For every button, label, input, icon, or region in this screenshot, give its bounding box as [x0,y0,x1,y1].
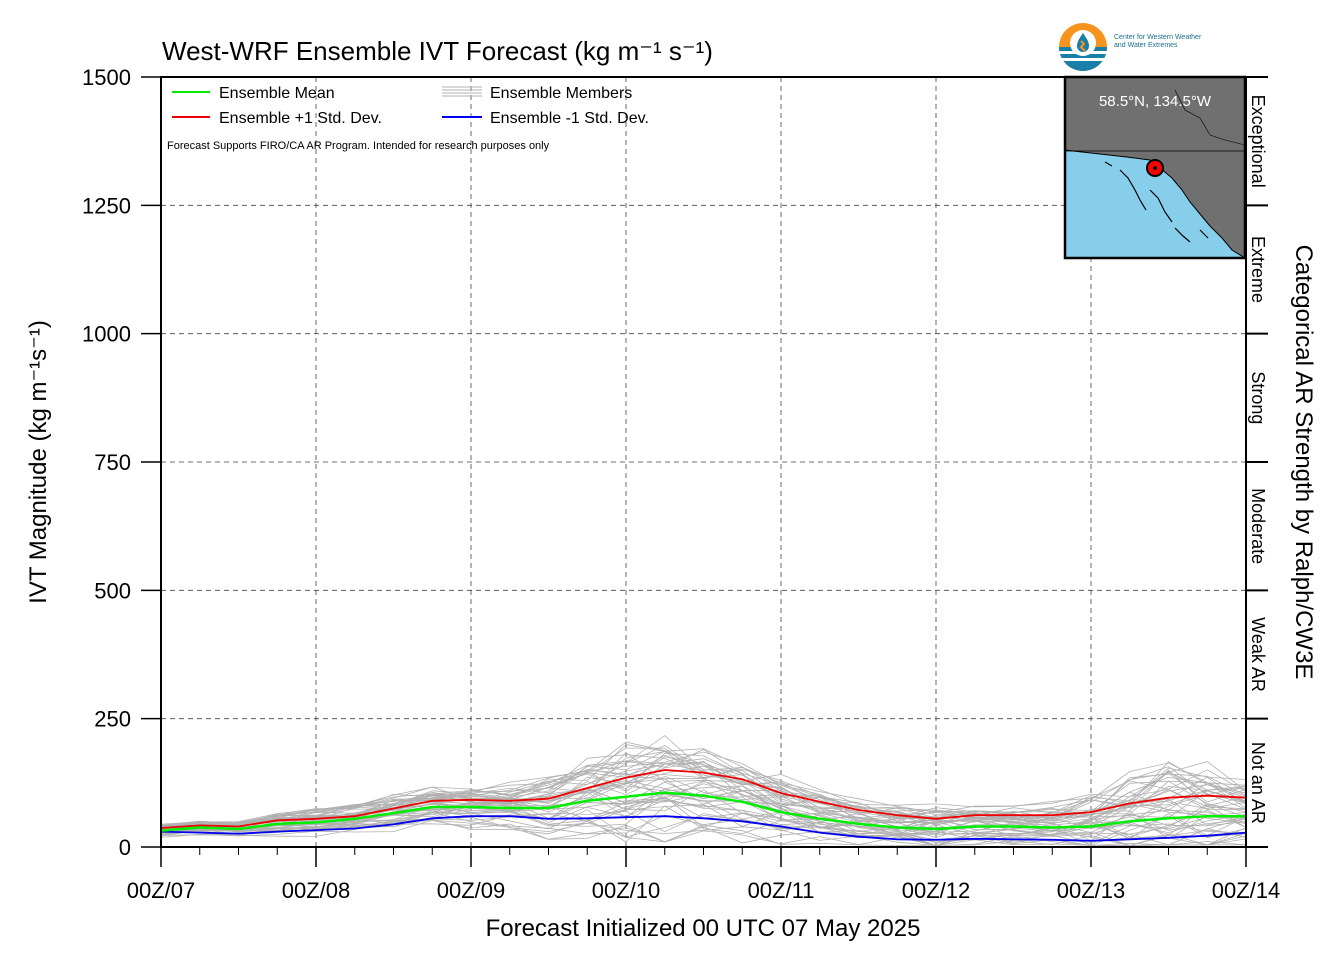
ensemble-member-line [160,819,1246,846]
legend: Ensemble Mean Ensemble +1 Std. Dev. Ense… [167,85,649,152]
location-inset-map: 58.5°N, 134.5°W [1063,75,1247,260]
x-tick-label: 00Z/14 [1212,878,1281,903]
x-axis-title: Forecast Initialized 00 UTC 07 May 2025 [486,915,921,942]
cw3e-logo-icon [1059,23,1107,71]
y-axis: 0 250 500 750 1000 1250 1500 [82,65,161,860]
inset-province-border [1174,89,1246,146]
category-label: Moderate [1248,488,1268,564]
ensemble-member-line [160,747,1247,826]
ensemble-member-line [160,741,1247,827]
y-tick-label: 1250 [82,193,131,218]
right-axis-title: Categorical AR Strength by Ralph/CW3E [1290,245,1317,680]
ensemble-member-line [160,749,1247,828]
x-tick-label: 00Z/12 [902,878,971,903]
legend-members-swatch [442,86,482,97]
legend-plus-std-label: Ensemble +1 Std. Dev. [219,110,382,127]
cw3e-logo-text: Center for Western Weather and Water Ext… [1114,34,1201,50]
chart-title: West-WRF Ensemble IVT Forecast (kg m⁻¹ s… [162,36,713,66]
legend-mean-label: Ensemble Mean [219,85,335,102]
ensemble-member-line [160,809,1247,845]
y-tick-label: 1500 [82,65,131,90]
inset-islands [1104,161,1209,243]
ensemble-minus-std-line [160,815,1247,842]
location-label: 58.5°N, 134.5°W [1099,93,1212,110]
y-tick-label: 1000 [82,322,131,347]
category-label: Exceptional [1248,95,1268,188]
category-label: Strong [1248,371,1268,424]
y-tick-label: 250 [94,707,131,732]
location-marker-center [1153,166,1157,170]
category-label: Not an AR [1248,742,1268,824]
ar-category-axis: Not an AR Weak AR Moderate Strong Extreme Exc… [1246,76,1268,848]
x-tick-label: 00Z/07 [127,878,196,903]
x-tick-label: 00Z/08 [282,878,351,903]
ensemble-member-line [160,816,1247,846]
logo-line-1: Center for Western Weather [1114,34,1202,41]
category-label: Weak AR [1248,617,1268,692]
logo-line-2: and Water Extremes [1114,42,1178,49]
cw3e-logo: Center for Western Weather and Water Ext… [1058,20,1248,74]
ensemble-plus-std-line [160,769,1247,829]
x-axis: 00Z/07 00Z/08 00Z/09 00Z/10 00Z/11 00Z/12 00Z/… [127,847,1281,903]
gridlines [161,77,1246,847]
x-tick-label: 00Z/09 [437,878,506,903]
y-tick-label: 0 [119,835,131,860]
inset-frame [1063,75,1247,260]
category-label: Extreme [1248,236,1268,303]
ensemble-series [160,769,1247,842]
legend-members-label: Ensemble Members [490,85,632,102]
ensemble-member-line [160,805,1247,846]
research-note: Forecast Supports FIRO/CA AR Program. In… [167,140,550,152]
ensemble-member-line [160,760,1247,827]
legend-minus-std-label: Ensemble -1 Std. Dev. [490,110,649,127]
inset-land [1064,76,1246,259]
ensemble-mean-line [160,791,1246,832]
y-tick-label: 750 [94,450,131,475]
x-tick-label: 00Z/10 [592,878,661,903]
ensemble-member-line [160,776,1247,832]
x-tick-label: 00Z/13 [1057,878,1126,903]
y-tick-label: 500 [94,578,131,603]
y-axis-title: IVT Magnitude (kg m⁻¹s⁻¹) [25,320,52,604]
x-tick-label: 00Z/11 [748,878,815,903]
